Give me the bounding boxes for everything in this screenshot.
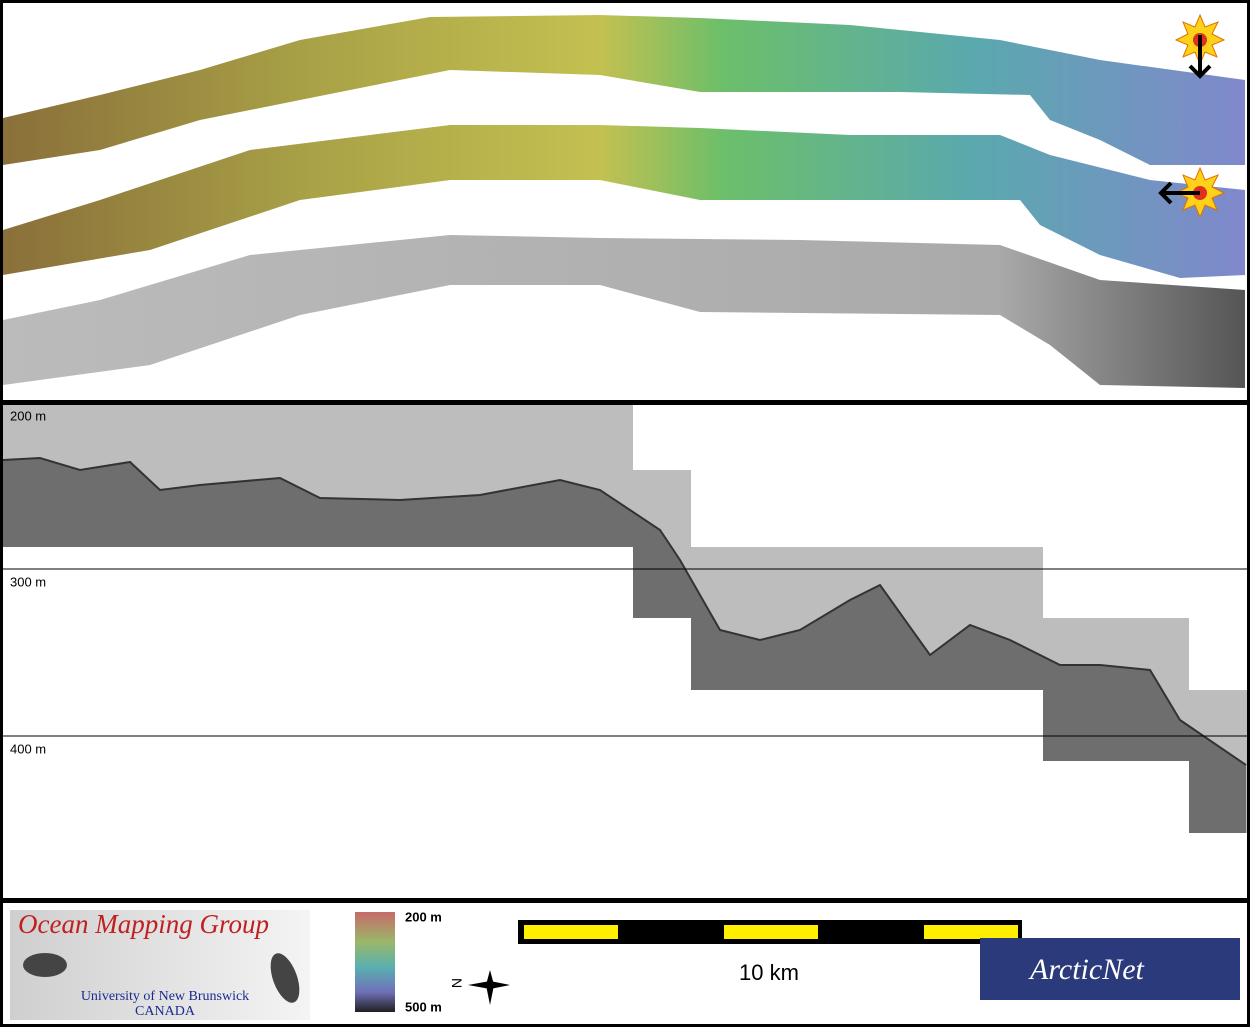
logo-graphic	[23, 953, 67, 977]
logo-country: CANADA	[135, 1004, 196, 1019]
divider	[0, 400, 1250, 405]
divider	[0, 898, 1250, 903]
bathymetry-swath	[3, 125, 1245, 278]
logo-title: Ocean Mapping Group	[18, 909, 269, 939]
backscatter-swath	[3, 235, 1245, 388]
color-scale	[355, 912, 395, 1012]
bathymetry-swath	[3, 15, 1245, 165]
scale-label: 10 km	[739, 960, 799, 985]
site-marker	[1158, 166, 1226, 219]
depth-label: 300 m	[10, 574, 46, 589]
color-scale-label: 200 m	[405, 909, 442, 924]
scale-bar	[518, 920, 1022, 944]
logo-graphic	[270, 953, 300, 1003]
north-arrow: N	[449, 970, 510, 1005]
north-label: N	[449, 978, 465, 988]
logo-institution: University of New Brunswick	[81, 989, 249, 1004]
depth-label: 200 m	[10, 408, 46, 423]
partner-logo	[980, 938, 1240, 1000]
color-scale-label: 500 m	[405, 999, 442, 1014]
partner-name: ArcticNet	[1028, 953, 1145, 986]
site-marker	[1174, 13, 1226, 79]
depth-label: 400 m	[10, 741, 46, 756]
